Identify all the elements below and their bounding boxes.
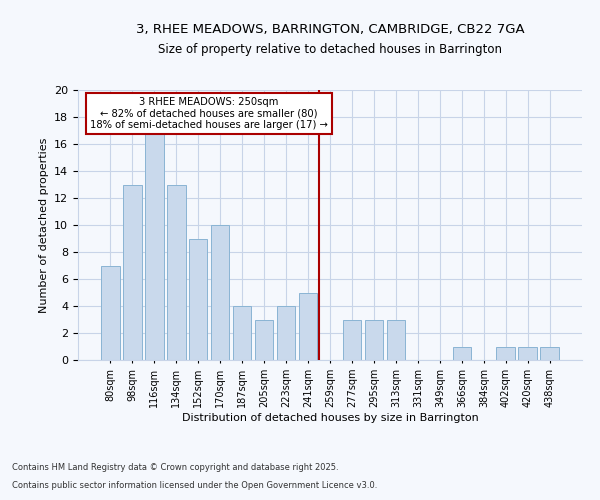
Text: Contains public sector information licensed under the Open Government Licence v3: Contains public sector information licen… <box>12 481 377 490</box>
Bar <box>541 346 559 360</box>
Bar <box>189 238 208 360</box>
Bar <box>365 320 383 360</box>
Text: Contains HM Land Registry data © Crown copyright and database right 2025.: Contains HM Land Registry data © Crown c… <box>12 464 338 472</box>
Bar <box>452 346 471 360</box>
Bar <box>386 320 405 360</box>
Bar <box>518 346 537 360</box>
Bar <box>277 306 295 360</box>
Text: 3, RHEE MEADOWS, BARRINGTON, CAMBRIDGE, CB22 7GA: 3, RHEE MEADOWS, BARRINGTON, CAMBRIDGE, … <box>136 22 524 36</box>
Bar <box>343 320 361 360</box>
Text: 3 RHEE MEADOWS: 250sqm
← 82% of detached houses are smaller (80)
18% of semi-det: 3 RHEE MEADOWS: 250sqm ← 82% of detached… <box>90 97 328 130</box>
Bar <box>255 320 274 360</box>
Bar <box>233 306 251 360</box>
X-axis label: Distribution of detached houses by size in Barrington: Distribution of detached houses by size … <box>182 412 478 422</box>
Bar <box>299 292 317 360</box>
Bar <box>496 346 515 360</box>
Bar <box>101 266 119 360</box>
Bar <box>211 225 229 360</box>
Bar <box>123 184 142 360</box>
Y-axis label: Number of detached properties: Number of detached properties <box>38 138 49 312</box>
Bar <box>145 130 164 360</box>
Text: Size of property relative to detached houses in Barrington: Size of property relative to detached ho… <box>158 42 502 56</box>
Bar <box>167 184 185 360</box>
